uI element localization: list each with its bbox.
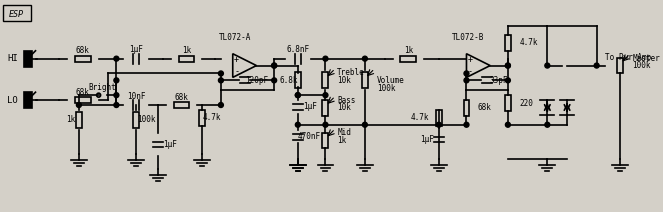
Circle shape [114, 56, 119, 61]
Text: -: - [234, 67, 239, 76]
Text: 1k: 1k [182, 46, 191, 55]
Circle shape [505, 63, 511, 68]
Text: Volume: Volume [377, 76, 404, 85]
Circle shape [464, 71, 469, 76]
Text: -: - [468, 67, 473, 76]
Text: 68k: 68k [76, 88, 90, 97]
Text: 10k: 10k [337, 103, 351, 113]
Text: TL072-A: TL072-A [219, 33, 251, 42]
Bar [24, 51, 32, 67]
Text: 100k: 100k [137, 115, 155, 124]
Text: Treble: Treble [337, 68, 365, 77]
Text: 33pF: 33pF [490, 76, 509, 85]
Circle shape [363, 122, 367, 127]
Circle shape [323, 122, 328, 127]
Text: 1μF: 1μF [420, 135, 434, 144]
Text: 68k: 68k [477, 103, 491, 113]
FancyBboxPatch shape [362, 73, 368, 88]
Text: 1μF: 1μF [129, 45, 143, 54]
FancyBboxPatch shape [76, 112, 82, 128]
Text: 470nF: 470nF [298, 132, 322, 141]
Circle shape [505, 122, 511, 127]
Polygon shape [233, 54, 257, 77]
Circle shape [323, 56, 328, 61]
Circle shape [295, 93, 300, 98]
Circle shape [114, 103, 119, 107]
Text: 6.8k: 6.8k [280, 76, 298, 85]
Text: LO: LO [7, 96, 18, 105]
Text: 100k: 100k [632, 61, 650, 70]
Text: 10nF: 10nF [127, 92, 145, 101]
Circle shape [436, 122, 442, 127]
Circle shape [218, 103, 223, 107]
Text: +: + [468, 55, 473, 64]
Circle shape [114, 78, 119, 83]
Text: 4.7k: 4.7k [520, 38, 538, 47]
Circle shape [295, 122, 300, 127]
Circle shape [103, 93, 107, 97]
Text: TL072-B: TL072-B [452, 33, 485, 42]
Text: 4.7k: 4.7k [410, 113, 429, 122]
Text: 1μF: 1μF [162, 140, 176, 149]
FancyBboxPatch shape [463, 100, 469, 116]
Circle shape [464, 122, 469, 127]
Text: Master: Master [632, 54, 660, 63]
FancyBboxPatch shape [322, 73, 328, 88]
Bar [24, 92, 32, 108]
Text: 4.7k: 4.7k [203, 113, 221, 122]
Circle shape [464, 78, 469, 83]
FancyBboxPatch shape [3, 6, 30, 21]
Text: 1k: 1k [404, 46, 413, 55]
FancyBboxPatch shape [178, 56, 194, 62]
Circle shape [323, 93, 328, 98]
Text: 10k: 10k [337, 76, 351, 85]
Text: Bass: Bass [337, 96, 356, 105]
Circle shape [218, 71, 223, 76]
Text: 1μF: 1μF [303, 102, 317, 112]
FancyBboxPatch shape [75, 56, 91, 62]
Polygon shape [467, 54, 490, 77]
Circle shape [295, 93, 300, 98]
Circle shape [545, 122, 550, 127]
Circle shape [272, 63, 276, 68]
FancyBboxPatch shape [505, 95, 511, 111]
FancyBboxPatch shape [295, 73, 301, 88]
Text: Mid: Mid [337, 128, 351, 137]
FancyBboxPatch shape [322, 133, 328, 148]
Text: 120pF: 120pF [245, 76, 268, 85]
Text: 220: 220 [520, 99, 534, 107]
Text: 6.8nF: 6.8nF [286, 45, 310, 54]
Text: 1k: 1k [337, 136, 347, 145]
Text: 68k: 68k [76, 46, 90, 55]
FancyBboxPatch shape [436, 110, 442, 126]
FancyBboxPatch shape [505, 35, 511, 51]
Text: Bright: Bright [89, 83, 117, 92]
FancyBboxPatch shape [75, 97, 91, 103]
Circle shape [505, 78, 511, 83]
FancyBboxPatch shape [199, 110, 205, 126]
FancyBboxPatch shape [322, 100, 328, 116]
FancyBboxPatch shape [174, 102, 190, 108]
Text: 68k: 68k [174, 93, 188, 102]
Text: HI: HI [7, 54, 18, 63]
Text: ESP: ESP [9, 10, 25, 19]
Circle shape [505, 63, 511, 68]
Circle shape [218, 78, 223, 83]
Text: 1k: 1k [66, 115, 76, 124]
Text: +: + [234, 55, 239, 64]
Text: To Pwr Amp: To Pwr Amp [605, 53, 651, 62]
Circle shape [363, 56, 367, 61]
Text: 100k: 100k [377, 84, 395, 93]
Circle shape [272, 78, 276, 83]
FancyBboxPatch shape [617, 58, 623, 73]
Circle shape [545, 63, 550, 68]
Circle shape [114, 93, 119, 98]
Circle shape [272, 63, 276, 68]
Circle shape [594, 63, 599, 68]
FancyBboxPatch shape [133, 112, 139, 128]
FancyBboxPatch shape [400, 56, 416, 62]
Circle shape [76, 103, 82, 107]
